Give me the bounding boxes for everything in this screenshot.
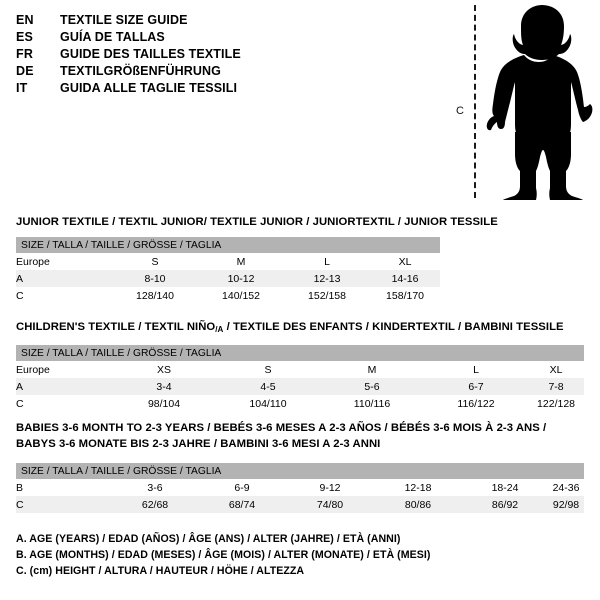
language-title: GUÍA DE TALLAS bbox=[60, 30, 165, 44]
children-size-table: SIZE / TALLA / TAILLE / GRÖSSE / TAGLIA … bbox=[16, 345, 585, 412]
height-label-c: C bbox=[456, 105, 464, 117]
children-title-pre: CHILDREN'S TEXTILE / TEXTIL NIÑO bbox=[16, 321, 216, 333]
children-title-post: / TEXTILE DES ENFANTS / KINDERTEXTIL / B… bbox=[223, 321, 564, 333]
junior-row-key-c: C bbox=[16, 287, 112, 304]
babies-cell: 68/74 bbox=[198, 496, 286, 513]
junior-cell: 128/140 bbox=[112, 287, 198, 304]
junior-cell: 14-16 bbox=[370, 270, 441, 287]
junior-cell: 140/152 bbox=[198, 287, 284, 304]
junior-cell: M bbox=[198, 253, 284, 270]
language-row: FR GUIDE DES TAILLES TEXTILE bbox=[16, 46, 436, 63]
junior-cell: 10-12 bbox=[198, 270, 284, 287]
babies-cell: 86/92 bbox=[462, 496, 548, 513]
babies-cell: 92/98 bbox=[548, 496, 584, 513]
babies-cell: 3-6 bbox=[112, 479, 198, 496]
language-title: GUIDA ALLE TAGLIE TESSILI bbox=[60, 81, 238, 95]
children-cell: S bbox=[216, 361, 320, 378]
language-title: TEXTILGRÖßENFÜHRUNG bbox=[60, 64, 221, 78]
table-row: B 3-6 6-9 9-12 12-18 18-24 24-36 bbox=[16, 479, 584, 496]
children-cell: 98/104 bbox=[112, 395, 216, 412]
language-row: IT GUIDA ALLE TAGLIE TESSILI bbox=[16, 80, 436, 97]
babies-cell: 74/80 bbox=[286, 496, 374, 513]
children-cell: L bbox=[424, 361, 528, 378]
children-cell: M bbox=[320, 361, 424, 378]
children-cell: 122/128 bbox=[528, 395, 585, 412]
table-row: A 3-4 4-5 5-6 6-7 7-8 bbox=[16, 378, 585, 395]
junior-band-label: SIZE / TALLA / TAILLE / GRÖSSE / TAGLIA bbox=[16, 237, 441, 253]
table-row: Europe S M L XL bbox=[16, 253, 441, 270]
babies-cell: 62/68 bbox=[112, 496, 198, 513]
children-cell: 116/122 bbox=[424, 395, 528, 412]
children-section-title: CHILDREN'S TEXTILE / TEXTIL NIÑO/A / TEX… bbox=[16, 320, 564, 337]
junior-cell: S bbox=[112, 253, 198, 270]
table-row: C 98/104 104/110 110/116 116/122 122/128 bbox=[16, 395, 585, 412]
junior-row-key-a: A bbox=[16, 270, 112, 287]
children-row-key-c: C bbox=[16, 395, 112, 412]
junior-cell: 8-10 bbox=[112, 270, 198, 287]
children-cell: 110/116 bbox=[320, 395, 424, 412]
babies-row-key-b: B bbox=[16, 479, 112, 496]
children-cell: XS bbox=[112, 361, 216, 378]
height-measurement-figure: C bbox=[440, 0, 600, 210]
table-row: C 128/140 140/152 152/158 158/170 bbox=[16, 287, 441, 304]
children-cell: 3-4 bbox=[112, 378, 216, 395]
language-code: EN bbox=[16, 13, 34, 27]
language-row: ES GUÍA DE TALLAS bbox=[16, 29, 436, 46]
children-cell: 4-5 bbox=[216, 378, 320, 395]
children-cell: 104/110 bbox=[216, 395, 320, 412]
children-cell: XL bbox=[528, 361, 585, 378]
junior-cell: L bbox=[284, 253, 370, 270]
table-row: C 62/68 68/74 74/80 80/86 86/92 92/98 bbox=[16, 496, 584, 513]
junior-cell: 158/170 bbox=[370, 287, 441, 304]
junior-row-key-europe: Europe bbox=[16, 253, 112, 270]
language-row: DE TEXTILGRÖßENFÜHRUNG bbox=[16, 63, 436, 80]
language-code: DE bbox=[16, 64, 34, 78]
babies-band-label: SIZE / TALLA / TAILLE / GRÖSSE / TAGLIA bbox=[16, 463, 584, 479]
legend-block: A. AGE (YEARS) / EDAD (AÑOS) / ÂGE (ANS)… bbox=[16, 531, 536, 579]
language-code: IT bbox=[16, 81, 28, 95]
babies-cell: 80/86 bbox=[374, 496, 462, 513]
junior-table-band-row: SIZE / TALLA / TAILLE / GRÖSSE / TAGLIA bbox=[16, 237, 441, 253]
babies-row-key-c: C bbox=[16, 496, 112, 513]
babies-cell: 9-12 bbox=[286, 479, 374, 496]
language-row: EN TEXTILE SIZE GUIDE bbox=[16, 12, 436, 29]
language-header-block: EN TEXTILE SIZE GUIDE ES GUÍA DE TALLAS … bbox=[16, 12, 436, 97]
junior-cell: XL bbox=[370, 253, 441, 270]
junior-cell: 152/158 bbox=[284, 287, 370, 304]
children-band-label: SIZE / TALLA / TAILLE / GRÖSSE / TAGLIA bbox=[16, 345, 585, 361]
babies-cell: 24-36 bbox=[548, 479, 584, 496]
babies-table-band-row: SIZE / TALLA / TAILLE / GRÖSSE / TAGLIA bbox=[16, 463, 584, 479]
babies-cell: 12-18 bbox=[374, 479, 462, 496]
children-cell: 5-6 bbox=[320, 378, 424, 395]
babies-cell: 18-24 bbox=[462, 479, 548, 496]
legend-line-c: C. (cm) HEIGHT / ALTURA / HAUTEUR / HÖHE… bbox=[16, 565, 305, 577]
language-code: FR bbox=[16, 47, 34, 61]
babies-section-title-line2: BABYS 3-6 MONATE BIS 2-3 JAHRE / BAMBINI… bbox=[16, 438, 381, 450]
junior-section-title: JUNIOR TEXTILE / TEXTIL JUNIOR/ TEXTILE … bbox=[16, 216, 498, 228]
junior-size-table: SIZE / TALLA / TAILLE / GRÖSSE / TAGLIA … bbox=[16, 237, 441, 304]
children-title-subscript: /A bbox=[215, 325, 224, 334]
children-cell: 7-8 bbox=[528, 378, 585, 395]
children-row-key-a: A bbox=[16, 378, 112, 395]
toddler-silhouette-icon bbox=[486, 5, 593, 200]
legend-line-a: A. AGE (YEARS) / EDAD (AÑOS) / ÂGE (ANS)… bbox=[16, 533, 401, 545]
babies-cell: 6-9 bbox=[198, 479, 286, 496]
children-cell: 6-7 bbox=[424, 378, 528, 395]
children-table-band-row: SIZE / TALLA / TAILLE / GRÖSSE / TAGLIA bbox=[16, 345, 585, 361]
legend-line-b: B. AGE (MONTHS) / EDAD (MESES) / ÂGE (MO… bbox=[16, 549, 431, 561]
height-dashed-line bbox=[474, 5, 476, 198]
babies-section-title-line1: BABIES 3-6 MONTH TO 2-3 YEARS / BEBÉS 3-… bbox=[16, 422, 547, 434]
language-title: TEXTILE SIZE GUIDE bbox=[60, 13, 188, 27]
table-row: A 8-10 10-12 12-13 14-16 bbox=[16, 270, 441, 287]
junior-cell: 12-13 bbox=[284, 270, 370, 287]
table-row: Europe XS S M L XL bbox=[16, 361, 585, 378]
children-row-key-europe: Europe bbox=[16, 361, 112, 378]
language-title: GUIDE DES TAILLES TEXTILE bbox=[60, 47, 241, 61]
babies-size-table: SIZE / TALLA / TAILLE / GRÖSSE / TAGLIA … bbox=[16, 463, 584, 513]
language-code: ES bbox=[16, 30, 34, 44]
